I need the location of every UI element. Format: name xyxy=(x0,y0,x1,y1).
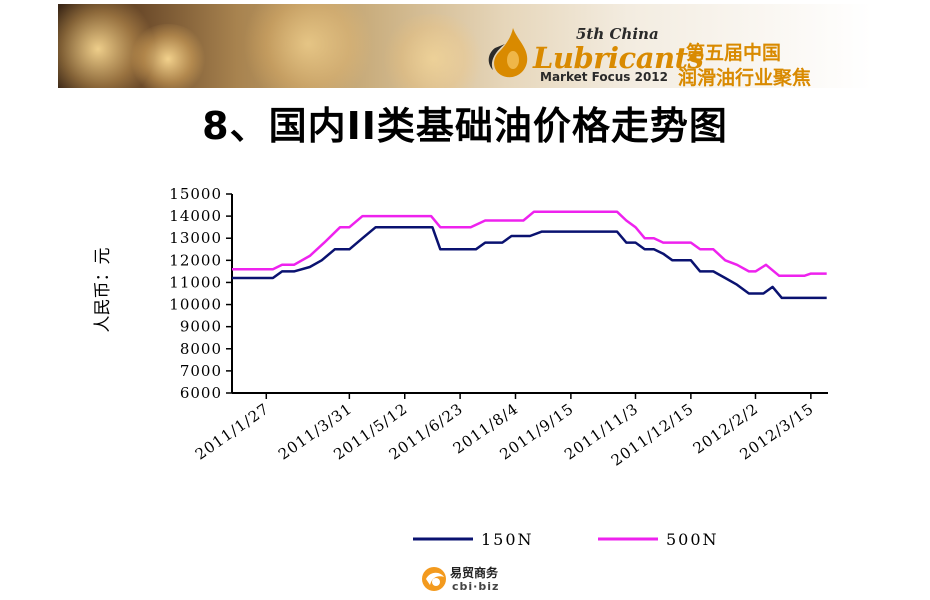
logo-cn-line1: 第五届中国 xyxy=(686,42,782,64)
y-tick-label: 12000 xyxy=(169,251,222,269)
logo-edition: 5th China xyxy=(576,25,659,43)
legend-label-150N: 150N xyxy=(481,530,534,549)
legend: 150N 500N xyxy=(413,530,719,549)
series-line-150N xyxy=(232,225,827,300)
y-tick-label: 10000 xyxy=(169,296,222,314)
x-tick-label: 2011/1/27 xyxy=(192,400,273,464)
x-axis: 2011/1/27 2011/3/312011/5/122011/6/232011… xyxy=(192,392,828,470)
y-axis-label: 人民币：元 xyxy=(93,248,113,333)
logo-brand: Lubricants xyxy=(533,41,704,75)
header-banner xyxy=(58,4,872,88)
series-line-500N xyxy=(232,210,827,278)
logo-subtitle: Market Focus 2012 xyxy=(540,70,668,84)
footer-brand-cn: 易贸商务 xyxy=(450,566,499,580)
y-tick-label: 7000 xyxy=(180,362,222,380)
series-lines xyxy=(232,210,827,300)
oil-drop-logo-icon xyxy=(488,28,528,78)
y-tick-label: 13000 xyxy=(169,229,222,247)
y-tick-label: 9000 xyxy=(180,318,222,336)
legend-label-500N: 500N xyxy=(666,530,719,549)
cbi-logo-icon xyxy=(422,567,446,591)
y-tick-label: 11000 xyxy=(169,273,222,291)
y-tick-label: 15000 xyxy=(169,185,222,203)
y-tick-label: 14000 xyxy=(169,207,222,225)
footer-brand-en: cbi·biz xyxy=(452,580,500,593)
logo-cn-line2: 润滑油行业聚焦 xyxy=(678,67,812,89)
y-axis: 6000 7000 8000 9000 10000 11000 12000 13000 1400… xyxy=(169,185,233,402)
page-title: 8、国内II类基础油价格走势图 xyxy=(202,104,728,148)
y-tick-label: 8000 xyxy=(180,340,222,358)
y-tick-label: 6000 xyxy=(180,384,222,402)
